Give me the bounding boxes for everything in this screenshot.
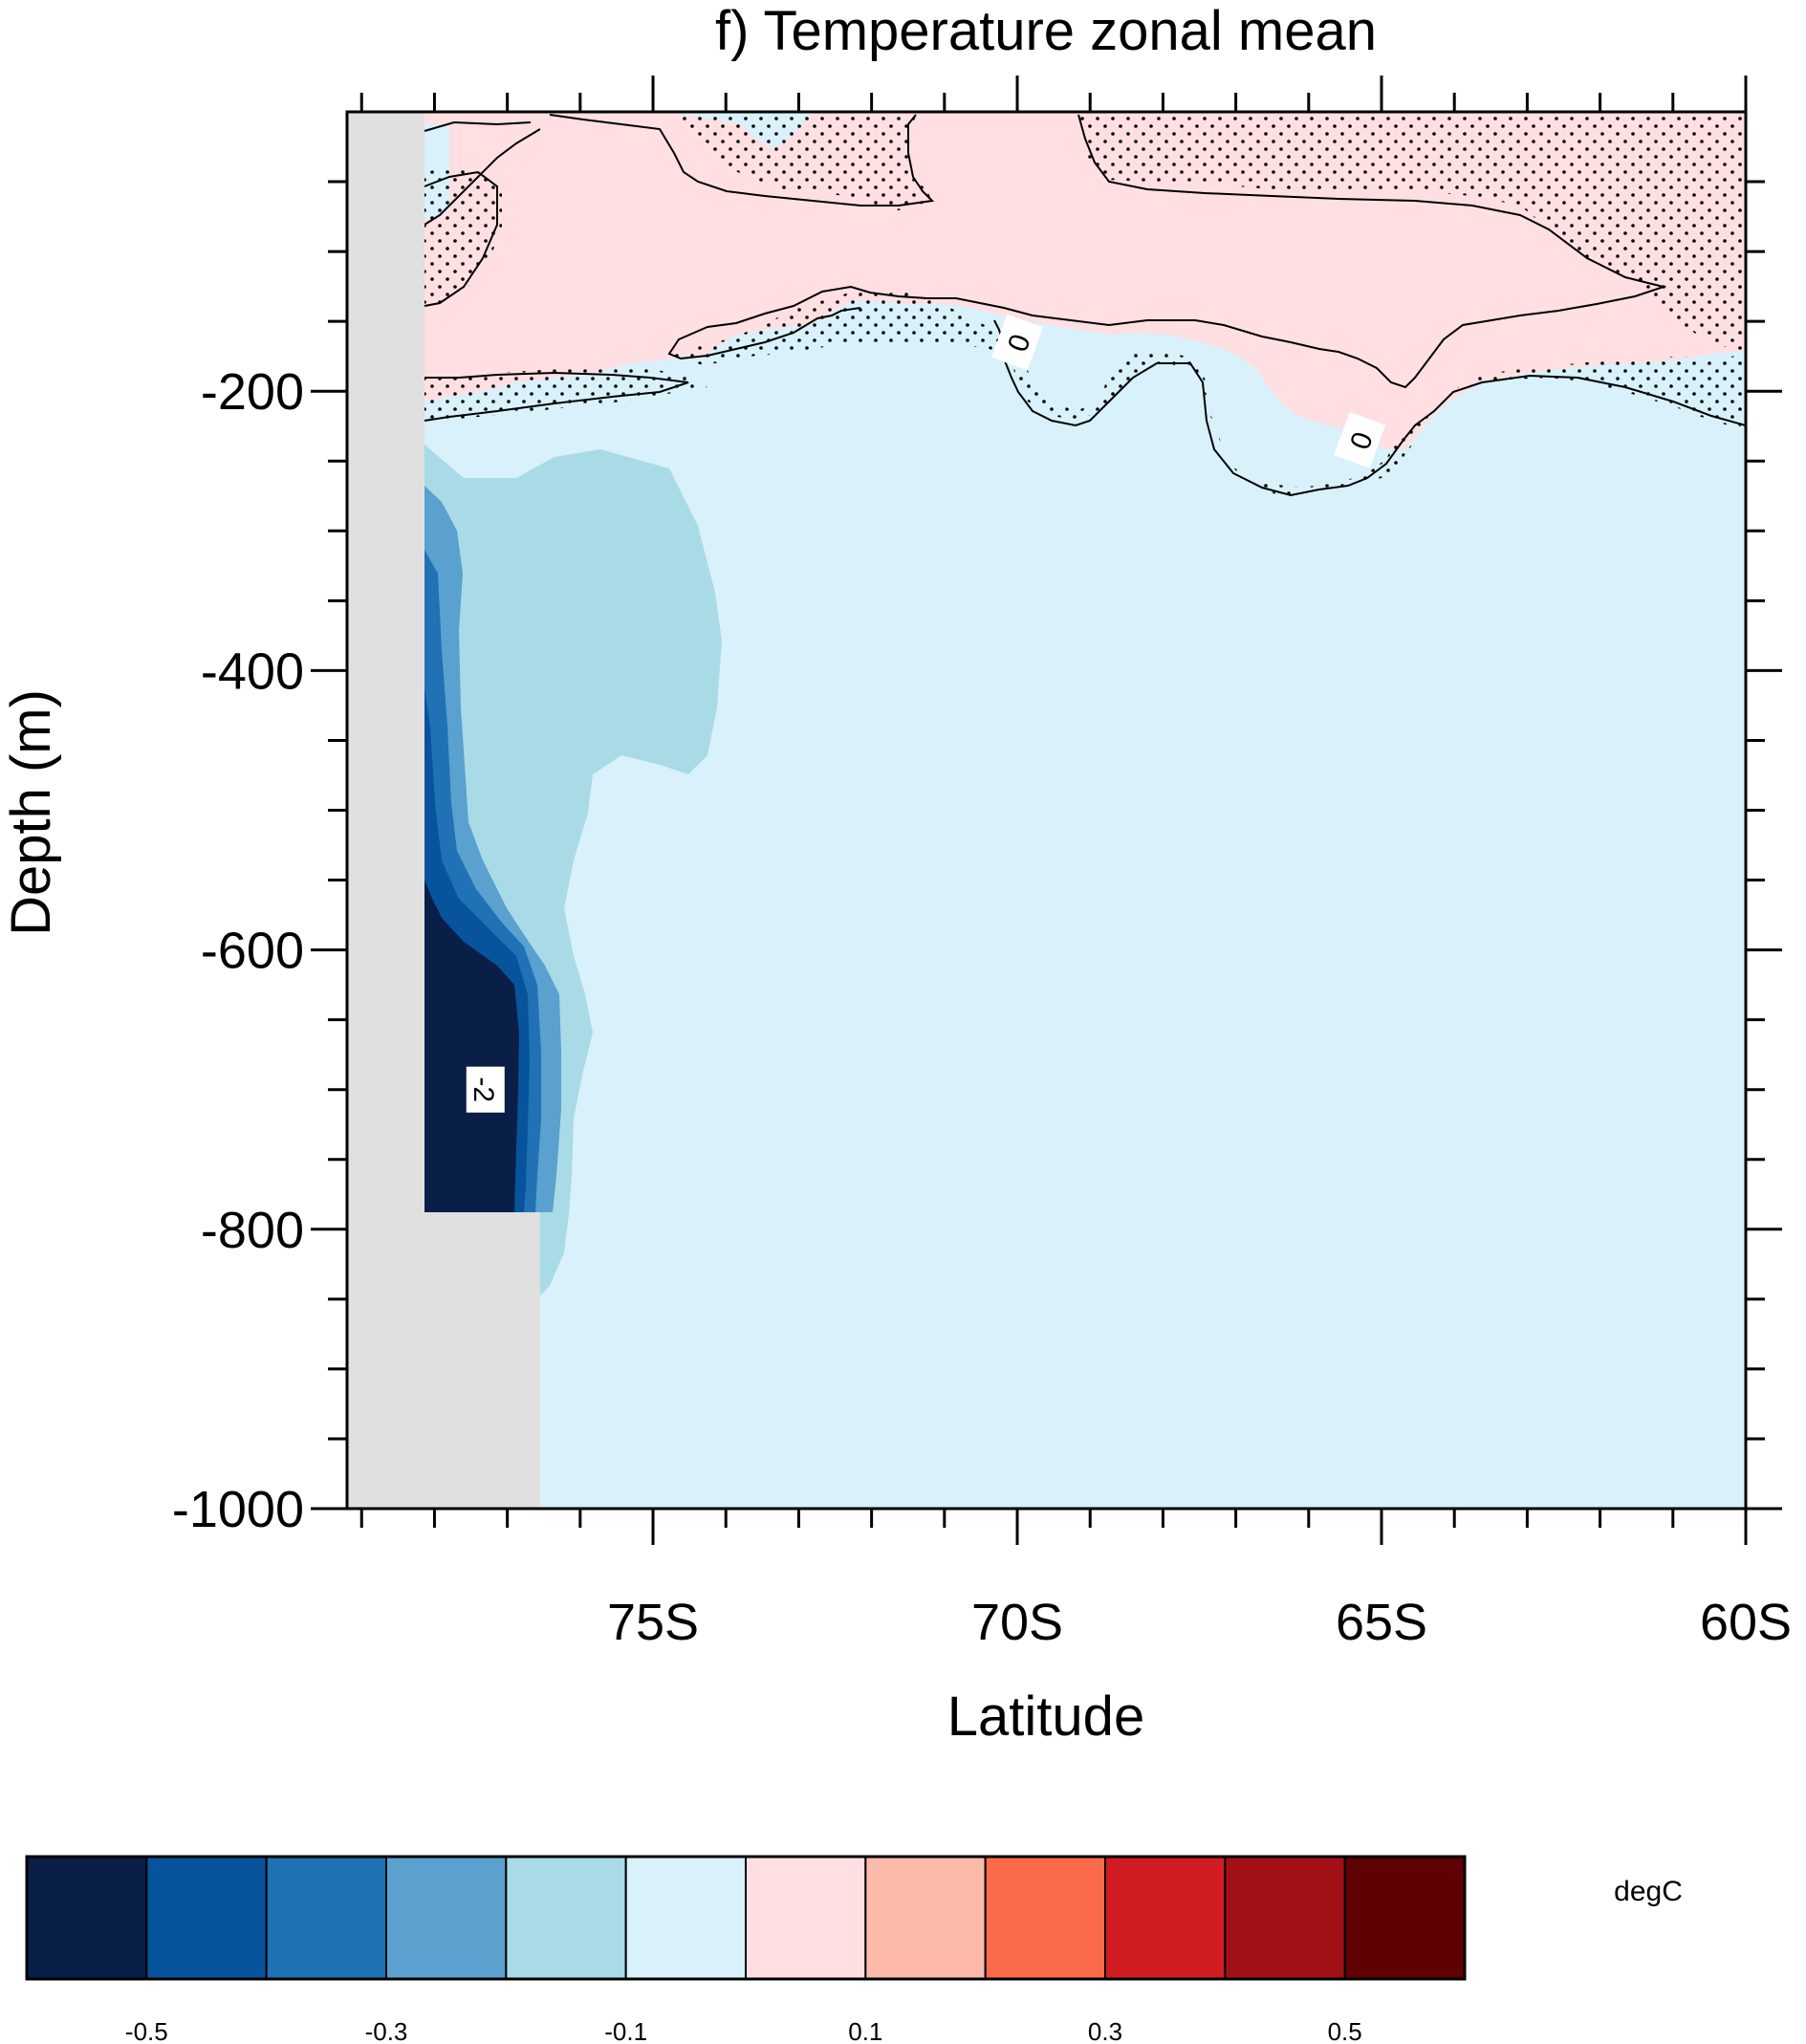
y-tick-label: -600 [201, 923, 304, 980]
stipple-region-left [424, 167, 502, 306]
colorbar-label: 0.1 [848, 2017, 882, 2044]
contour-label: -2 [466, 1066, 505, 1113]
colorbar-swatch [1224, 1856, 1346, 1980]
colorbar-swatch [984, 1856, 1106, 1980]
colorbar: -0.5 -0.3 -0.1 0.1 0.3 0.5 [25, 1855, 1467, 2044]
stipple-region-upper-middle [669, 112, 932, 210]
chart-title: f) Temperature zonal mean [715, 0, 1377, 62]
x-axis: 75S 70S 65S 60S [359, 76, 1792, 1651]
contour-label: 0 [1334, 411, 1386, 468]
zero-contour-lines [424, 114, 1746, 497]
y-tick-label: -800 [201, 1202, 304, 1259]
stipple-region-lower-band [669, 289, 1746, 497]
contour-labels: 0 0 -2 [466, 314, 1386, 1113]
colorbar-label: 0.5 [1328, 2017, 1362, 2044]
plot-area [347, 112, 1746, 1509]
colorbar-swatch [624, 1856, 748, 1980]
contour-label-box [466, 1066, 505, 1113]
y-tick-label: -400 [201, 642, 304, 700]
x-tick-label: 75S [607, 1594, 699, 1651]
colorbar-swatch [145, 1856, 268, 1980]
land-mask [347, 112, 540, 1509]
contour-label-box [1334, 411, 1386, 468]
stipple-region-band [424, 368, 707, 421]
colorbar-swatch [745, 1856, 867, 1980]
colorbar-units: degC [1614, 1876, 1683, 1907]
x-tick-label: 65S [1336, 1594, 1427, 1651]
colorbar-label: 0.3 [1088, 2017, 1122, 2044]
stipple-region-upper-right [1078, 112, 1746, 351]
colorbar-swatch [385, 1856, 508, 1980]
y-axis-label: Depth (m) [0, 689, 62, 936]
y-axis: -200-400-600-800-1000 [172, 180, 1782, 1538]
contour-fill-0 [424, 112, 1746, 449]
y-tick-label: -200 [201, 363, 304, 421]
y-tick-label: -1000 [172, 1481, 304, 1538]
contour-label-box [991, 314, 1044, 371]
colorbar-swatch [265, 1856, 387, 1980]
colorbar-label: -0.5 [125, 2017, 168, 2044]
colorbar-swatch [1104, 1856, 1227, 1980]
colorbar-frame [25, 1855, 1467, 1981]
x-axis-label: Latitude [947, 1685, 1144, 1748]
colorbar-swatch [864, 1856, 987, 1980]
colorbar-swatch [26, 1856, 148, 1980]
colorbar-swatch [1343, 1856, 1466, 1980]
x-tick-label: 60S [1700, 1594, 1792, 1651]
contour-label: 0 [991, 314, 1044, 371]
colorbar-label: -0.1 [604, 2017, 647, 2044]
contour-fill-minus-0.5 [424, 880, 519, 1212]
colorbar-swatch [505, 1856, 627, 1980]
contour-label-text: -2 [468, 1076, 499, 1102]
colorbar-label: -0.3 [365, 2017, 408, 2044]
x-tick-label: 70S [971, 1594, 1063, 1651]
